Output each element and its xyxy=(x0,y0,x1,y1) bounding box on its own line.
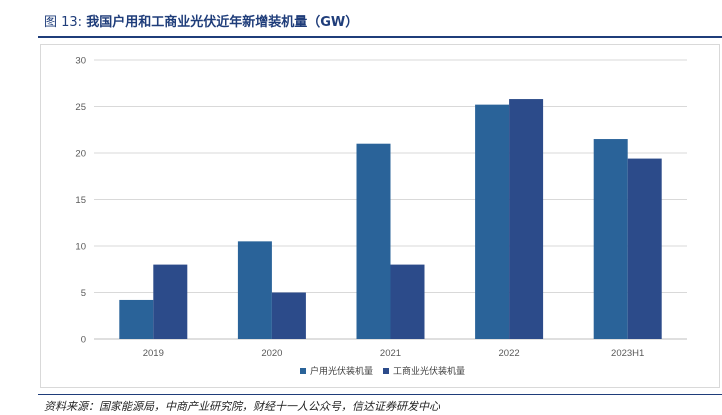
bar-chart: 0 5 10 15 20 25 30 2019 2020 2021 2022 2023H1 户用光伏… xyxy=(75,56,687,377)
bar-residential-2019 xyxy=(119,299,154,339)
x-tick-label: 2022 xyxy=(499,348,520,359)
source-note: 资料来源：国家能源局，中商产业研究院，财经十一人公众号，信达证券研发中心 xyxy=(44,400,440,413)
legend: 户用光伏装机量 工商业光伏装机量 xyxy=(300,365,465,377)
title-divider xyxy=(38,36,722,38)
bar-commercial-2019 xyxy=(153,264,188,339)
y-tick-label: 25 xyxy=(75,102,86,113)
legend-label: 户用光伏装机量 xyxy=(310,365,373,377)
y-tick-label: 15 xyxy=(75,195,86,206)
x-tick-label: 2023H1 xyxy=(611,348,644,359)
bar-residential-2023H1 xyxy=(593,139,628,339)
x-tick-label: 2021 xyxy=(380,348,401,359)
figure-title: 图 13: 我国户用和工商业光伏近年新增装机量（GW） xyxy=(44,11,358,30)
x-tick-label: 2020 xyxy=(261,348,282,359)
x-tick-label: 2019 xyxy=(143,348,164,359)
source-divider xyxy=(38,394,722,395)
legend-swatch xyxy=(383,368,389,374)
y-tick-label: 5 xyxy=(81,288,86,299)
legend-swatch xyxy=(300,368,306,374)
bar-commercial-2023H1 xyxy=(627,158,662,339)
legend-label: 工商业光伏装机量 xyxy=(393,365,465,377)
bar-residential-2021 xyxy=(356,143,391,339)
bar-residential-2020 xyxy=(237,241,272,339)
y-axis-tick-labels: 0 5 10 15 20 25 30 xyxy=(75,56,86,346)
y-tick-label: 10 xyxy=(75,242,86,253)
y-tick-label: 20 xyxy=(75,149,86,160)
chart-frame: 0 5 10 15 20 25 30 2019 2020 2021 2022 2023H1 户用光伏… xyxy=(40,44,720,388)
bar-residential-2022 xyxy=(475,104,510,339)
figure-label: 图 13: xyxy=(44,15,83,30)
bar-commercial-2022 xyxy=(509,99,544,339)
x-axis-tick-labels: 2019 2020 2021 2022 2023H1 xyxy=(143,348,645,359)
y-tick-label: 0 xyxy=(81,335,86,346)
y-tick-label: 30 xyxy=(75,56,86,67)
bar-commercial-2021 xyxy=(390,264,425,339)
figure-title-text: 我国户用和工商业光伏近年新增装机量（GW） xyxy=(86,15,359,30)
bars xyxy=(119,99,662,339)
bar-commercial-2020 xyxy=(271,292,306,339)
